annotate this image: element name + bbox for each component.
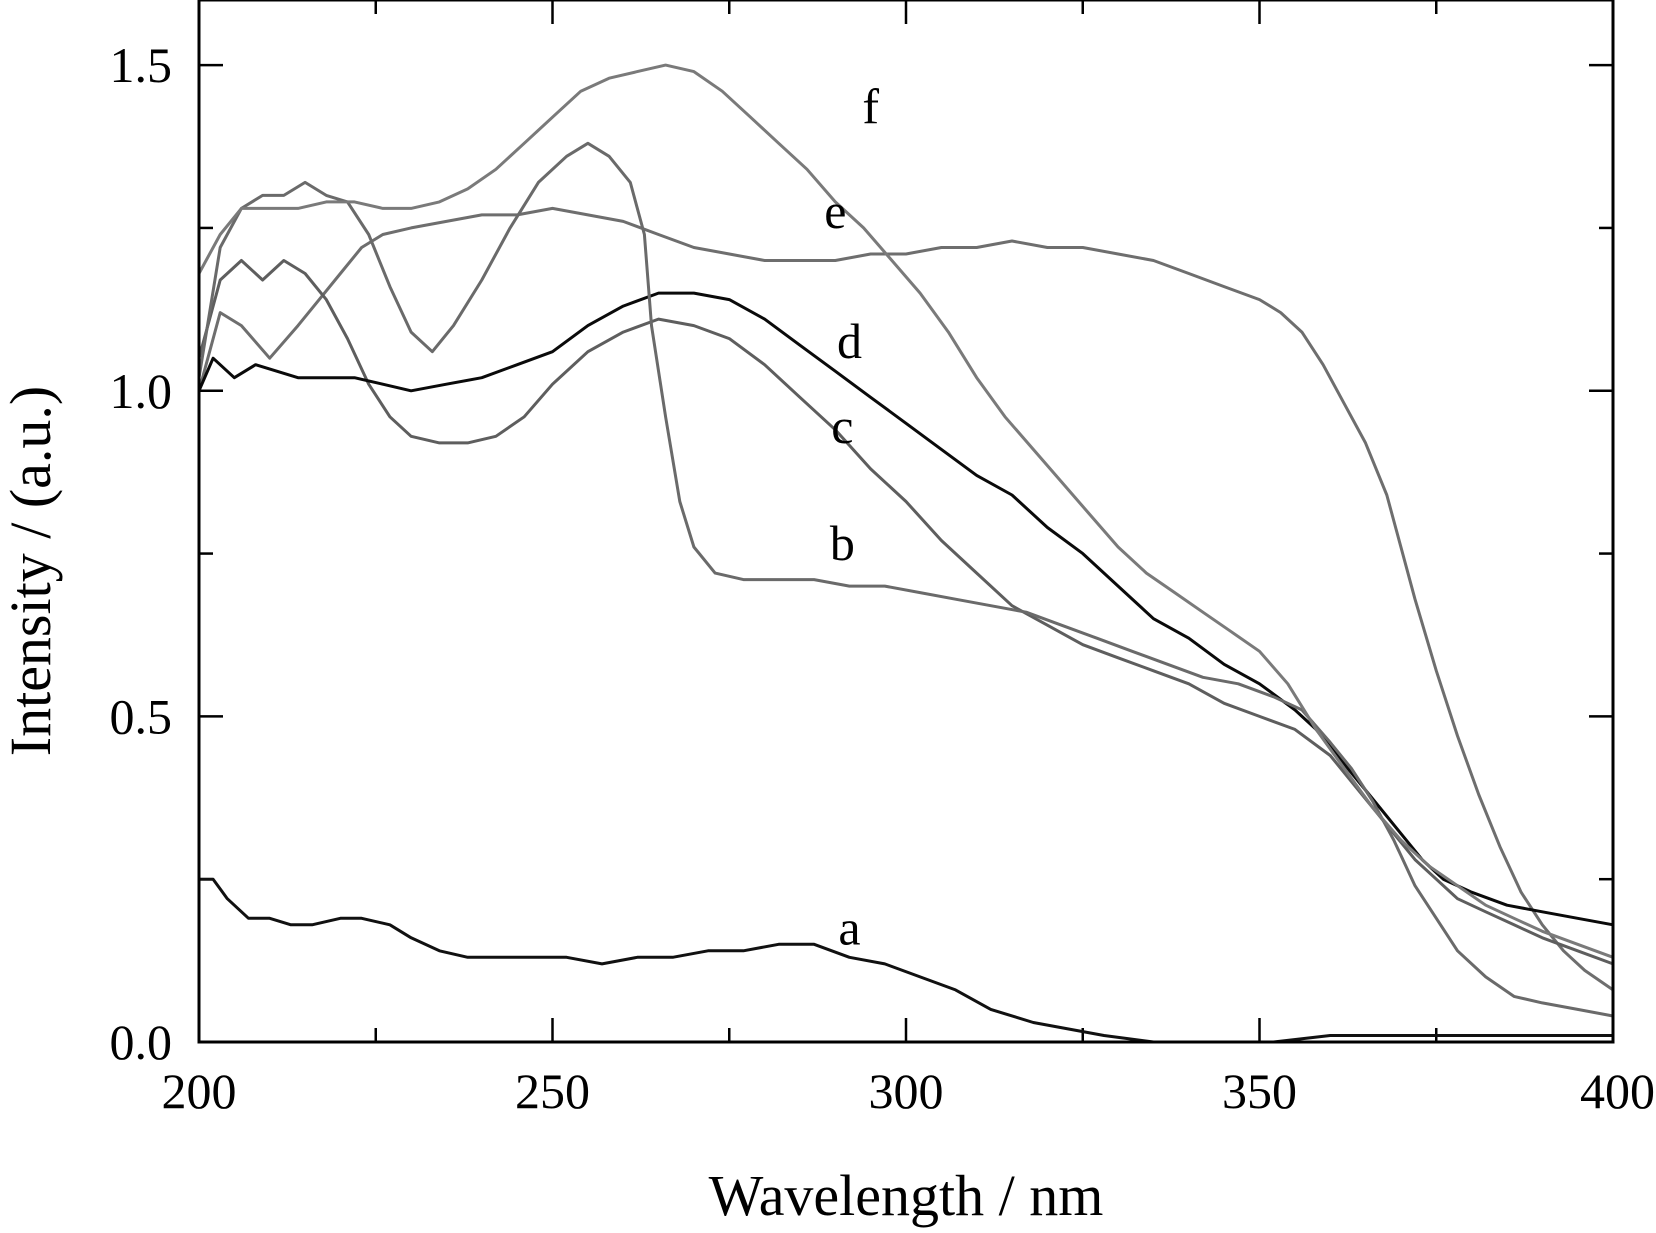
y-tick-label: 0.0 [110,1014,173,1070]
plot-frame [197,0,1615,1044]
curve-label-d: d [837,313,862,369]
axis-ticks [197,0,1615,1044]
y-tick-label: 1.5 [110,37,173,93]
x-tick-label: 300 [869,1063,944,1119]
curve-label-f: f [862,79,879,135]
curve-label-a: a [838,899,860,955]
y-tick-label: 0.5 [110,688,173,744]
tick-labels: 200 250 300 350 400 0.0 0.5 1.0 1.5 [110,37,1656,1119]
x-tick-label: 400 [1580,1063,1655,1119]
y-axis-title: Intensity / (a.u.) [0,386,63,756]
x-axis-title: Wavelength / nm [709,1163,1104,1228]
curve-label-e: e [824,183,846,239]
plot-curves [197,63,1614,1044]
curve-a [199,877,1613,1044]
curve-e [197,141,1614,1018]
curve-labels: a b cd ef [824,79,879,956]
x-tick-label: 200 [162,1063,237,1119]
curve-b [197,206,1614,992]
x-tick-label: 350 [1222,1063,1297,1119]
curve-label-c: c [831,398,853,454]
curve-f [197,63,1614,959]
curve-label-b: b [830,515,855,571]
y-tick-label: 1.0 [110,363,173,419]
curve-d [197,291,1614,927]
x-tick-label: 250 [515,1063,590,1119]
